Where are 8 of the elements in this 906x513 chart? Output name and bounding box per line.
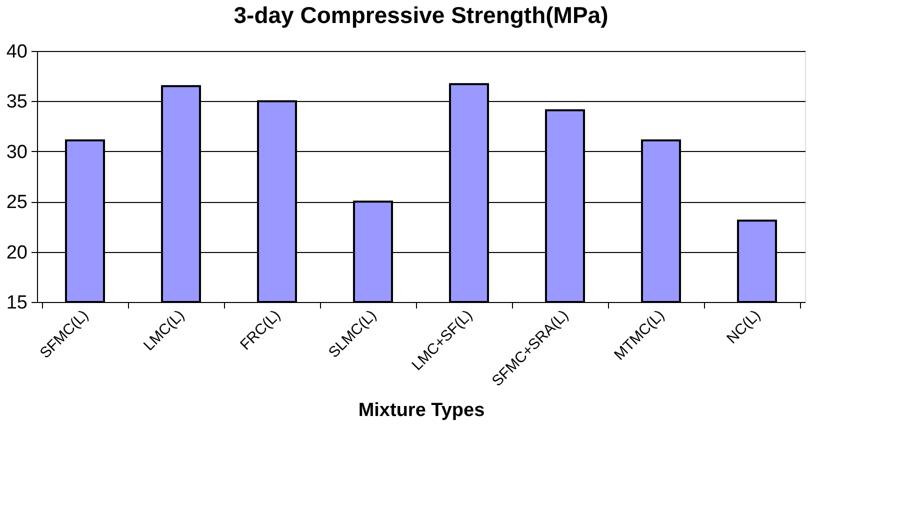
- y-tick-label: 40: [6, 42, 28, 62]
- chart-title: 3-day Compressive Strength(MPa): [234, 2, 608, 28]
- y-tick-label: 15: [6, 292, 28, 314]
- y-tick-label: 25: [6, 192, 28, 214]
- y-tick-label: 20: [6, 242, 28, 264]
- x-axis-title: Mixture Types: [358, 400, 485, 422]
- y-tick-label: 30: [6, 142, 28, 163]
- y-tick-label: 35: [6, 92, 28, 113]
